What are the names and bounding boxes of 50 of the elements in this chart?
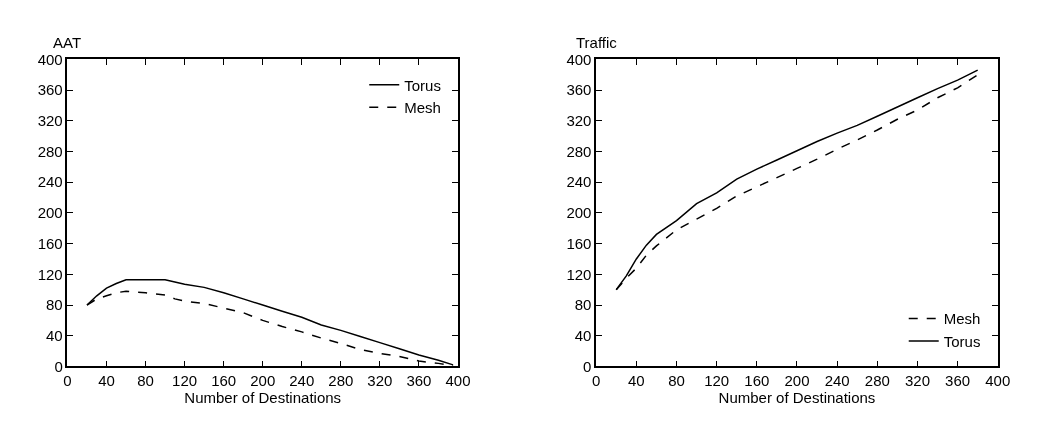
y-tick-label: 120 [37,265,63,283]
y-tick-label: 400 [37,50,63,68]
y-tick-label: 200 [37,204,63,222]
y-tick-label: 280 [37,142,63,160]
legend-label: Torus [404,76,441,94]
y-tick-label: 120 [566,265,592,283]
x-tick-label: 160 [744,372,770,390]
y-tick-label: 240 [566,173,592,191]
x-tick-label: 280 [328,372,354,390]
x-tick-label: 200 [784,372,810,390]
x-tick-label: 320 [367,372,393,390]
y-tick-label: 0 [54,357,63,375]
x-tick-label: 240 [824,372,850,390]
y-tick-label: 320 [566,112,592,130]
y-tick-label: 200 [566,204,592,222]
x-tick-label: 360 [945,372,971,390]
y-tick-label: 0 [583,357,592,375]
x-tick-label: 120 [704,372,730,390]
x-tick-label: 40 [628,372,645,390]
y-tick-label: 40 [574,326,592,344]
x-tick-label: 40 [98,372,115,390]
x-axis-title: Number of Destinations [718,389,876,407]
x-tick-label: 280 [864,372,890,390]
y-tick-label: 160 [566,234,592,252]
legend-label: Mesh [404,99,441,117]
legend-label: Torus [943,332,981,350]
x-tick-label: 80 [137,372,154,390]
x-tick-label: 360 [406,372,432,390]
y-tick-label: 360 [566,81,592,99]
y-tick-label: 160 [37,234,63,252]
legend-label: Mesh [943,310,981,328]
y-tick-label: 400 [566,50,592,68]
y-axis-title: AAT [53,34,82,51]
x-tick-label: 400 [985,372,1011,390]
x-tick-label: 120 [172,372,198,390]
y-tick-label: 80 [574,296,592,314]
x-tick-label: 320 [904,372,930,390]
x-tick-label: 160 [211,372,237,390]
y-tick-label: 320 [37,112,63,130]
y-tick-label: 360 [37,81,63,99]
y-tick-label: 40 [46,326,63,344]
x-tick-label: 240 [289,372,315,390]
y-tick-label: 280 [566,142,592,160]
y-tick-label: 80 [46,296,63,314]
x-tick-label: 200 [250,372,276,390]
y-axis-title: Traffic [576,34,618,51]
y-tick-label: 240 [37,173,63,191]
x-tick-label: 80 [668,372,685,390]
x-axis-title: Number of Destinations [184,389,342,407]
x-tick-label: 400 [445,372,471,390]
